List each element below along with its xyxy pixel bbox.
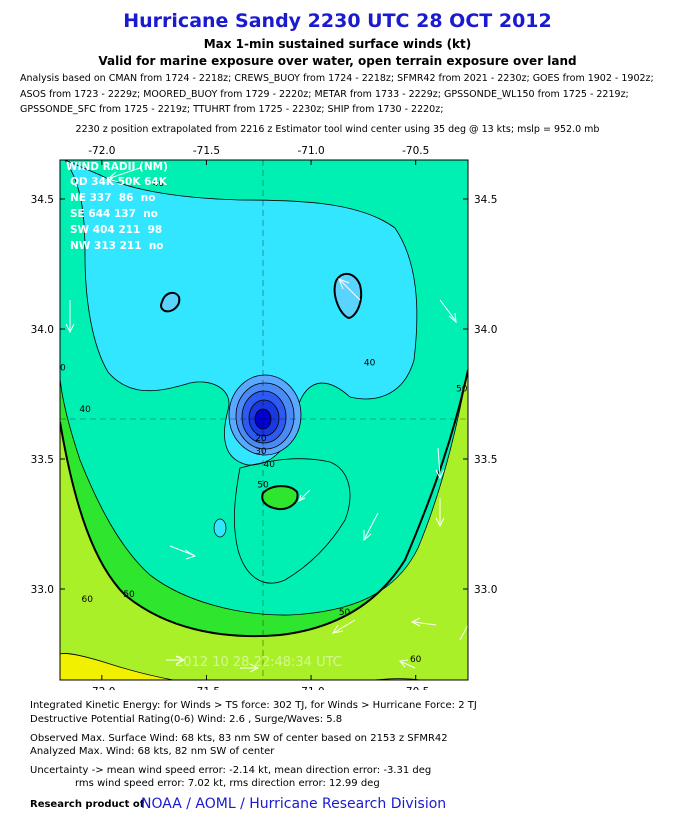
chart-title: Hurricane Sandy 2230 UTC 28 OCT 2012 <box>123 10 552 32</box>
x-tick-label-top: -71.0 <box>297 145 324 157</box>
wind-vector <box>459 624 468 641</box>
contour-label: 50 <box>257 481 269 491</box>
uncertainty-line: Uncertainty -> mean wind speed error: -2… <box>30 765 432 776</box>
wind-radii-title: WIND RADII (NM) <box>66 161 168 173</box>
wind-vector <box>439 299 457 324</box>
wind-vector <box>331 619 356 634</box>
contour-40 <box>60 367 468 616</box>
dpr-line: Destructive Potential Rating(0-6) Wind: … <box>30 714 343 725</box>
x-tick-label-top: -72.0 <box>88 145 115 157</box>
band-30-40-island <box>213 518 227 538</box>
contour-label: 20 <box>255 434 267 444</box>
wind-vector <box>363 512 379 542</box>
x-tick-label-top: -70.5 <box>402 145 429 157</box>
contour-label: 40 <box>364 358 376 368</box>
contour-label: 50 <box>456 384 468 394</box>
wind-vector <box>435 447 445 480</box>
source-line: ASOS from 1723 - 2229z; MOORED_BUOY from… <box>20 89 629 100</box>
y-tick-label-left: 33.5 <box>31 454 54 466</box>
source-line: GPSSONDE_SFC from 1725 - 2219z; TTUHRT f… <box>20 104 444 115</box>
source-line: Analysis based on CMAN from 1724 - 2218z… <box>20 73 654 84</box>
ike-line: Integrated Kinetic Energy: for Winds > T… <box>30 700 477 711</box>
plot-frame <box>59 159 469 681</box>
y-tick-label-left: 33.0 <box>31 584 54 596</box>
wind-vector <box>240 663 260 673</box>
wind-vector <box>65 300 75 334</box>
wind-vector <box>166 655 186 665</box>
wind-radii-row: SW 404 211 98 <box>70 224 162 236</box>
research-org-link[interactable]: NOAA / AOML / Hurricane Research Divisio… <box>141 796 447 812</box>
x-tick-label-bottom: -71.0 <box>297 686 324 690</box>
wind-vector <box>169 545 197 560</box>
contour-label: 60 <box>410 655 422 665</box>
wind-vectors <box>65 167 468 673</box>
wind-vector <box>399 659 416 669</box>
band-30-40 <box>65 160 417 466</box>
contour-label: 50 <box>339 608 351 618</box>
x-tick-label-bottom: -72.0 <box>88 686 115 690</box>
hurricane-core <box>228 374 302 456</box>
x-tick-label-bottom: -70.5 <box>402 686 429 690</box>
contour-label: 30 <box>255 447 267 457</box>
contour-label: 40 <box>264 460 276 470</box>
y-tick-label-right: 33.0 <box>474 584 497 596</box>
wind-vector <box>338 278 361 301</box>
y-tick-label-left: 34.0 <box>31 324 54 336</box>
wind-vector <box>435 498 445 528</box>
wind-radii-row: SE 644 137 no <box>70 208 158 220</box>
wind-vector <box>106 167 141 183</box>
wind-radii-row: NE 337 86 no <box>70 192 155 204</box>
wind-min-west <box>160 291 181 313</box>
wind-vector <box>410 617 437 627</box>
contour-label: 50 <box>123 590 135 600</box>
research-label: Research product of <box>30 799 145 810</box>
contour-label: 40 <box>79 405 91 415</box>
contour-40-south <box>233 458 351 584</box>
timestamp-watermark: 2012 10 28 22:48:34 UTC <box>175 655 342 670</box>
wind-radii-row: NW 313 211 no <box>70 240 164 252</box>
band-50-pocket <box>261 485 299 511</box>
y-tick-label-left: 34.5 <box>31 194 54 206</box>
y-tick-label-right: 34.0 <box>474 324 497 336</box>
chart-subtitle: Max 1-min sustained surface winds (kt) <box>203 37 472 51</box>
observed-max-line: Observed Max. Surface Wind: 68 kts, 83 n… <box>30 733 448 744</box>
x-tick-label-top: -71.5 <box>193 145 220 157</box>
analyzed-max-line: Analyzed Max. Wind: 68 kts, 82 nm SW of … <box>30 746 275 757</box>
wind-radii-header: QD 34K 50K 64K <box>70 176 168 188</box>
wind-contour-map: 40 40 40 40 30 20 50 50 50 50 50 60 60 2012 10 28 22… <box>31 145 498 690</box>
extrapolation-note: 2230 z position extrapolated from 2216 z… <box>75 124 600 135</box>
x-tick-label-bottom: -71.5 <box>193 686 220 690</box>
y-tick-label-right: 33.5 <box>474 454 497 466</box>
uncertainty-rms-line: rms wind speed error: 7.02 kt, rms direc… <box>75 778 380 789</box>
contour-60 <box>60 653 421 680</box>
axes: -72.0 -72.0 -71.5 -71.5 -71.0 -71.0 -70.5 -70.5… <box>31 145 498 690</box>
wind-vector <box>298 489 311 502</box>
contour-label: 60 <box>81 595 93 605</box>
contour-label: 40 <box>153 179 165 189</box>
chart-subtitle-validity: Valid for marine exposure over water, op… <box>98 54 577 68</box>
y-tick-label-right: 34.5 <box>474 194 497 206</box>
contour-label: 50 <box>54 364 66 374</box>
wind-radii-legend: WIND RADII (NM) QD 34K 50K 64K NE 337 86… <box>66 161 168 252</box>
contour-labels: 40 40 40 40 30 20 50 50 50 50 50 60 60 <box>54 179 468 665</box>
contour-50 <box>60 369 468 638</box>
